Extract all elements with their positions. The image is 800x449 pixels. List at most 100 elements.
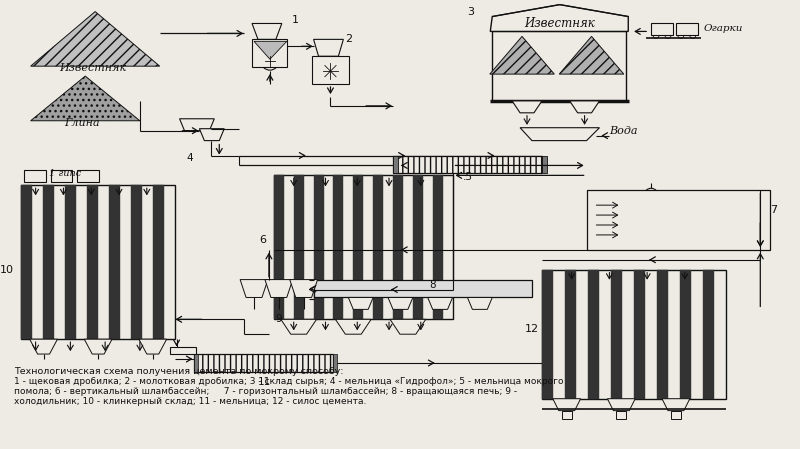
Polygon shape xyxy=(512,101,542,113)
Circle shape xyxy=(665,32,671,38)
Polygon shape xyxy=(252,23,282,40)
Polygon shape xyxy=(281,319,317,334)
Text: Технологическая схема получения цемента по мокрому способу:: Технологическая схема получения цемента … xyxy=(14,367,343,376)
Bar xyxy=(354,176,363,319)
Polygon shape xyxy=(467,298,492,309)
Bar xyxy=(562,411,572,418)
Bar xyxy=(314,280,532,298)
Polygon shape xyxy=(199,129,224,141)
Bar xyxy=(542,270,554,399)
Bar xyxy=(586,190,770,250)
Polygon shape xyxy=(170,347,197,354)
Text: 2: 2 xyxy=(345,35,352,44)
Bar xyxy=(334,176,343,319)
Polygon shape xyxy=(334,354,338,372)
Bar xyxy=(565,270,576,399)
Circle shape xyxy=(653,32,659,38)
Text: 1 - щековая дробилка; 2 - молотковая дробилка; 3 - склад сырья; 4 - мельница «Ги: 1 - щековая дробилка; 2 - молотковая дро… xyxy=(14,377,563,386)
Bar xyxy=(65,185,76,339)
Text: 1: 1 xyxy=(292,14,299,25)
Bar xyxy=(616,411,626,418)
Bar xyxy=(314,176,323,319)
Text: 10: 10 xyxy=(0,264,14,275)
Polygon shape xyxy=(393,155,398,173)
Bar xyxy=(671,411,681,418)
Bar xyxy=(413,176,422,319)
Bar xyxy=(274,176,453,319)
Polygon shape xyxy=(254,41,286,59)
Polygon shape xyxy=(314,40,343,56)
Polygon shape xyxy=(290,280,318,298)
Bar xyxy=(393,176,403,319)
Polygon shape xyxy=(388,298,413,309)
Bar xyxy=(393,155,542,173)
Bar xyxy=(651,23,673,35)
Polygon shape xyxy=(428,298,453,309)
Bar xyxy=(130,185,142,339)
Bar xyxy=(274,176,284,319)
Bar xyxy=(634,270,646,399)
Bar xyxy=(86,185,98,339)
Bar xyxy=(50,171,72,182)
Bar xyxy=(78,171,99,182)
Polygon shape xyxy=(30,12,160,66)
Circle shape xyxy=(678,32,684,38)
Polygon shape xyxy=(553,399,581,411)
Bar xyxy=(702,270,714,399)
Bar xyxy=(194,354,334,372)
Circle shape xyxy=(690,32,696,38)
Text: Известняк: Известняк xyxy=(60,63,126,73)
Polygon shape xyxy=(662,399,690,411)
Bar xyxy=(492,31,626,101)
Text: .5: .5 xyxy=(462,172,473,182)
Polygon shape xyxy=(490,4,628,31)
Bar xyxy=(294,176,304,319)
Polygon shape xyxy=(240,280,268,298)
Polygon shape xyxy=(490,36,554,74)
Polygon shape xyxy=(607,399,635,411)
Bar xyxy=(24,171,46,182)
Text: помола; 6 - вертикальный шламбассейн;     7 - горизонтальный шламбассейн; 8 - вр: помола; 6 - вертикальный шламбассейн; 7 … xyxy=(14,387,517,396)
Bar xyxy=(311,56,350,84)
Bar xyxy=(109,185,120,339)
Bar xyxy=(680,270,691,399)
Bar xyxy=(542,270,726,399)
Text: Известняк: Известняк xyxy=(524,17,595,30)
Text: 3: 3 xyxy=(467,7,474,17)
Bar xyxy=(21,185,174,339)
Polygon shape xyxy=(335,319,371,334)
Text: Огарки: Огарки xyxy=(704,24,743,33)
Bar xyxy=(657,270,668,399)
Polygon shape xyxy=(265,280,293,298)
Text: 8: 8 xyxy=(430,280,436,290)
Text: 4: 4 xyxy=(186,154,193,163)
Polygon shape xyxy=(348,298,373,309)
Text: 9: 9 xyxy=(275,314,282,324)
Polygon shape xyxy=(30,339,58,354)
Text: Вода: Вода xyxy=(610,126,638,136)
Polygon shape xyxy=(84,339,112,354)
Bar xyxy=(610,270,622,399)
Bar xyxy=(21,185,32,339)
Bar xyxy=(252,40,286,67)
Text: холодильник; 10 - клинкерный склад; 11 - мельница; 12 - силос цемента.: холодильник; 10 - клинкерный склад; 11 -… xyxy=(14,397,366,406)
Circle shape xyxy=(261,52,279,70)
Bar xyxy=(588,270,599,399)
Text: 12: 12 xyxy=(525,324,539,334)
Bar xyxy=(676,23,698,35)
Polygon shape xyxy=(139,339,166,354)
Polygon shape xyxy=(542,155,547,173)
Polygon shape xyxy=(179,119,214,131)
Polygon shape xyxy=(390,319,426,334)
Bar xyxy=(42,185,54,339)
Text: 7: 7 xyxy=(770,205,778,215)
Polygon shape xyxy=(30,76,140,121)
Polygon shape xyxy=(570,101,599,113)
Bar xyxy=(373,176,383,319)
Circle shape xyxy=(319,60,342,82)
Polygon shape xyxy=(559,36,624,74)
Text: Глина: Глина xyxy=(65,118,100,128)
Text: 6: 6 xyxy=(259,235,266,245)
Polygon shape xyxy=(520,128,599,141)
Text: 11: 11 xyxy=(258,377,270,387)
